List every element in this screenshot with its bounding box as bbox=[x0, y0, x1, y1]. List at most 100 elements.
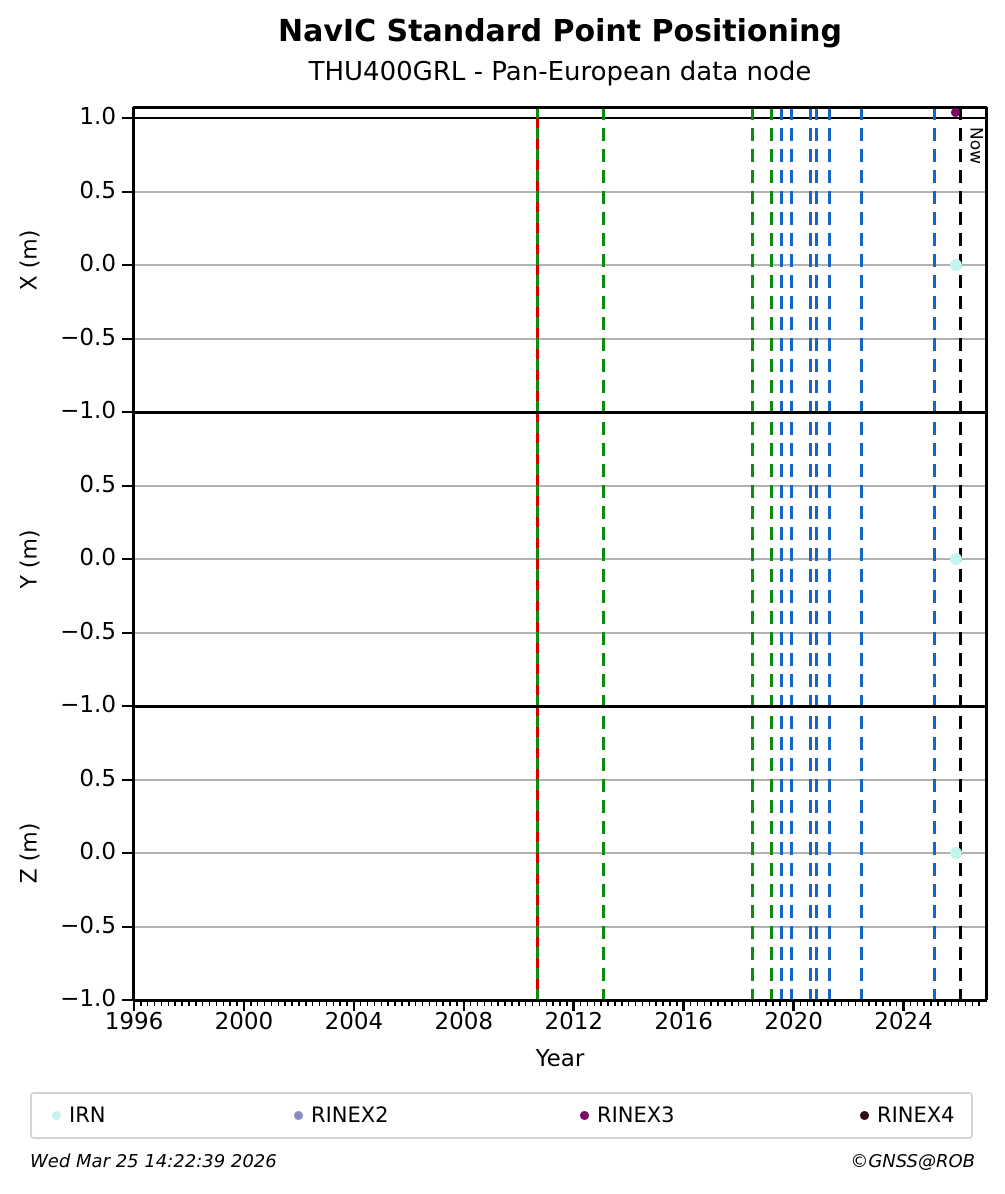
y-tick-label: −0.5 bbox=[60, 324, 116, 351]
x-minor-tick bbox=[971, 1000, 973, 1006]
y-tick bbox=[122, 999, 133, 1001]
data-point-irn bbox=[949, 847, 962, 859]
y-tick bbox=[122, 190, 133, 193]
x-minor-tick bbox=[579, 1000, 582, 1006]
x-minor-tick bbox=[215, 1000, 218, 1006]
left-spine bbox=[132, 107, 135, 1000]
x-minor-tick bbox=[607, 1000, 609, 1006]
x-minor-tick bbox=[504, 1000, 506, 1006]
x-minor-tick bbox=[737, 1000, 740, 1006]
gridline bbox=[134, 190, 986, 193]
x-minor-tick bbox=[476, 1000, 479, 1006]
x-minor-tick bbox=[325, 1000, 328, 1006]
y-tick bbox=[122, 705, 133, 707]
y-tick bbox=[122, 117, 133, 120]
x-minor-tick bbox=[146, 1000, 149, 1006]
x-tick-label: 2008 bbox=[434, 1009, 494, 1035]
y-tick-label: 1.0 bbox=[79, 103, 116, 130]
y-tick-label: 0.5 bbox=[79, 471, 116, 498]
x-minor-tick bbox=[160, 1000, 163, 1006]
x-minor-tick bbox=[339, 1000, 341, 1006]
chart-subtitle: THU400GRL - Pan-European data node bbox=[308, 57, 812, 87]
x-tick-label: 2024 bbox=[874, 1009, 933, 1035]
x-tick bbox=[902, 1000, 905, 1011]
y-tick bbox=[122, 411, 133, 413]
x-minor-tick bbox=[834, 1000, 836, 1006]
event-vline bbox=[932, 107, 936, 1000]
gridline bbox=[134, 631, 986, 634]
x-minor-tick bbox=[751, 1000, 754, 1006]
footer-credit: ©GNSS@ROB bbox=[850, 1151, 975, 1172]
x-minor-tick bbox=[765, 1000, 767, 1006]
x-minor-tick bbox=[724, 1000, 726, 1006]
x-minor-tick bbox=[916, 1000, 919, 1006]
gridline bbox=[134, 925, 986, 928]
x-minor-tick bbox=[421, 1000, 424, 1006]
y-axis-label: X (m) bbox=[17, 229, 43, 290]
y-tick-label: 0.0 bbox=[79, 838, 116, 865]
y-tick-label: −0.5 bbox=[60, 618, 116, 645]
x-minor-tick bbox=[676, 1000, 678, 1006]
hline bbox=[134, 116, 986, 120]
right-spine bbox=[985, 107, 988, 1000]
x-minor-tick bbox=[861, 1000, 864, 1006]
x-minor-tick bbox=[449, 1000, 451, 1006]
x-minor-tick bbox=[662, 1000, 664, 1006]
x-minor-tick bbox=[621, 1000, 623, 1006]
x-minor-tick bbox=[442, 1000, 444, 1006]
x-minor-tick bbox=[229, 1000, 231, 1006]
x-minor-tick bbox=[634, 1000, 637, 1006]
now-vline bbox=[959, 107, 963, 1000]
x-minor-tick bbox=[483, 1000, 486, 1006]
x-minor-tick bbox=[600, 1000, 602, 1006]
y-tick-label: 0.0 bbox=[79, 544, 116, 571]
now-label: Now bbox=[965, 127, 986, 165]
x-minor-tick bbox=[181, 1000, 183, 1006]
y-tick-label: 0.5 bbox=[79, 177, 116, 204]
x-minor-tick bbox=[950, 1000, 953, 1006]
y-axis-label: Z (m) bbox=[17, 822, 43, 884]
x-minor-tick bbox=[298, 1000, 300, 1006]
x-minor-tick bbox=[779, 1000, 781, 1006]
x-minor-tick bbox=[456, 1000, 458, 1006]
x-minor-tick bbox=[284, 1000, 286, 1006]
x-minor-tick bbox=[140, 1000, 142, 1006]
data-point-irn bbox=[949, 259, 962, 271]
x-minor-tick bbox=[785, 1000, 788, 1006]
x-tick-label: 2012 bbox=[544, 1009, 604, 1035]
x-minor-tick bbox=[840, 1000, 843, 1006]
x-minor-tick bbox=[593, 1000, 596, 1006]
y-tick-label: −1.0 bbox=[60, 691, 116, 718]
subplot-boundary bbox=[133, 704, 987, 708]
x-minor-tick bbox=[827, 1000, 829, 1006]
x-minor-tick bbox=[208, 1000, 211, 1006]
x-minor-tick bbox=[311, 1000, 314, 1006]
legend-marker-rinex4 bbox=[860, 1111, 869, 1120]
y-tick-label: −1.0 bbox=[60, 985, 116, 1012]
gridline bbox=[134, 484, 986, 487]
y-axis-label: Y (m) bbox=[17, 529, 43, 589]
x-minor-tick bbox=[813, 1000, 815, 1006]
x-minor-tick bbox=[627, 1000, 630, 1006]
x-minor-tick bbox=[428, 1000, 431, 1006]
x-minor-tick bbox=[511, 1000, 513, 1006]
y-tick bbox=[122, 852, 133, 854]
event-vline bbox=[601, 107, 605, 1000]
event-vline bbox=[750, 107, 754, 1000]
x-minor-tick bbox=[586, 1000, 589, 1006]
x-minor-tick bbox=[937, 1000, 939, 1006]
x-minor-tick bbox=[497, 1000, 499, 1006]
x-minor-tick bbox=[847, 1000, 850, 1006]
x-tick-label: 2000 bbox=[214, 1009, 274, 1035]
x-minor-tick bbox=[930, 1000, 932, 1006]
x-minor-tick bbox=[689, 1000, 692, 1006]
legend-label: RINEX2 bbox=[311, 1103, 389, 1127]
x-minor-tick bbox=[236, 1000, 238, 1006]
x-minor-tick bbox=[270, 1000, 273, 1006]
x-minor-tick bbox=[256, 1000, 259, 1006]
y-tick bbox=[122, 925, 133, 928]
gridline bbox=[134, 778, 986, 781]
x-minor-tick bbox=[868, 1000, 870, 1006]
x-minor-tick bbox=[387, 1000, 389, 1006]
event-vline bbox=[779, 107, 783, 1000]
